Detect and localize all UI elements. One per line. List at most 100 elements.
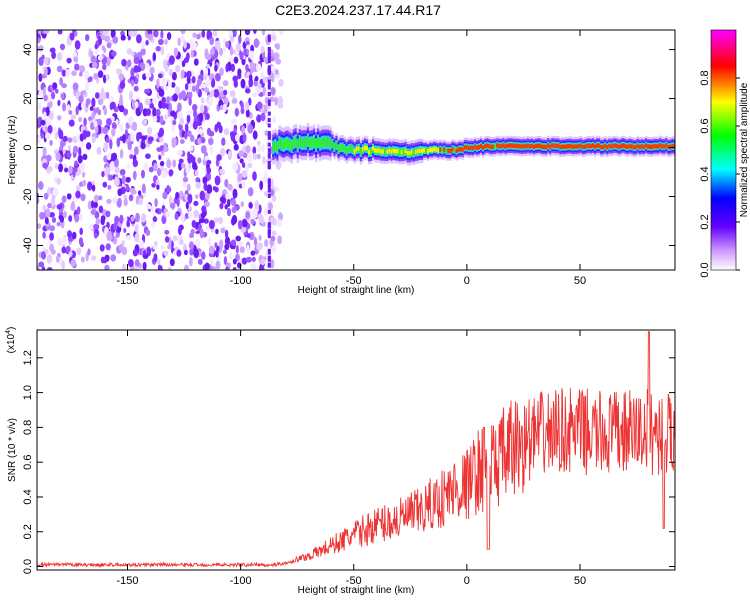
- noise-speck: [119, 214, 124, 224]
- signal-core: [642, 144, 646, 150]
- noise-speck: [240, 107, 245, 115]
- noise-speck: [147, 33, 154, 41]
- noise-speck: [262, 76, 268, 84]
- noise-speck: [135, 66, 142, 73]
- noise-speck: [262, 155, 266, 165]
- noise-speck: [214, 175, 221, 186]
- signal-core: [626, 144, 629, 150]
- noise-speck: [200, 137, 206, 144]
- noise-speck: [118, 243, 124, 252]
- top-y-tick-label: 0: [22, 144, 34, 150]
- noise-speck: [41, 251, 47, 260]
- noise-speck: [46, 267, 53, 270]
- signal-core: [400, 149, 403, 155]
- noise-speck: [71, 70, 77, 77]
- noise-speck: [157, 168, 162, 176]
- signal-core: [486, 143, 489, 148]
- noise-speck: [57, 115, 62, 121]
- noise-speck: [37, 37, 41, 44]
- noise-speck: [62, 135, 68, 142]
- signal-core: [420, 148, 424, 154]
- noise-speck: [260, 46, 265, 53]
- noise-speck: [226, 207, 232, 217]
- signal-core: [455, 148, 458, 153]
- noise-speck: [89, 106, 94, 112]
- signal-core: [565, 144, 568, 149]
- noise-speck: [271, 34, 277, 41]
- noise-speck: [164, 114, 168, 120]
- signal-core: [471, 146, 474, 151]
- noise-speck: [271, 193, 277, 202]
- noise-speck: [37, 196, 40, 205]
- noise-speck: [103, 142, 109, 152]
- noise-speck: [149, 66, 155, 74]
- noise-speck: [270, 208, 274, 216]
- noise-speck: [93, 120, 98, 128]
- noise-speck: [216, 154, 222, 161]
- noise-speck: [152, 244, 158, 250]
- noise-speck: [206, 184, 213, 194]
- signal-core: [663, 144, 666, 149]
- noise-speck: [162, 191, 168, 200]
- noise-speck: [76, 206, 81, 215]
- signal-band: [345, 147, 348, 155]
- noise-speck: [267, 118, 271, 122]
- signal-band: [335, 141, 338, 149]
- noise-speck: [93, 223, 100, 231]
- noise-speck: [218, 216, 224, 225]
- noise-speck: [91, 184, 96, 192]
- signal-core: [368, 150, 371, 155]
- signal-core: [382, 149, 385, 154]
- bottom-y-scale-label: (x104): [5, 327, 17, 354]
- signal-core: [433, 146, 436, 152]
- signal-core: [610, 144, 613, 149]
- noise-speck: [93, 201, 99, 209]
- noise-speck: [154, 198, 158, 208]
- noise-speck: [38, 56, 44, 66]
- noise-speck: [259, 216, 265, 224]
- noise-speck: [240, 101, 244, 110]
- signal-core: [353, 149, 356, 154]
- noise-speck: [180, 35, 186, 43]
- noise-speck: [229, 252, 233, 261]
- noise-speck: [206, 159, 212, 165]
- noise-speck: [42, 87, 47, 97]
- noise-speck: [210, 89, 215, 97]
- signal-band: [398, 148, 401, 156]
- noise-speck: [39, 211, 45, 220]
- noise-speck: [138, 197, 143, 206]
- signal-band: [425, 147, 428, 153]
- noise-speck: [275, 58, 282, 65]
- noise-speck: [166, 96, 171, 105]
- noise-speck: [214, 40, 221, 50]
- noise-speck: [94, 43, 99, 50]
- noise-speck: [82, 153, 88, 161]
- noise-speck: [195, 181, 201, 189]
- noise-speck: [234, 107, 239, 117]
- noise-speck: [111, 153, 116, 162]
- noise-speck: [173, 47, 178, 57]
- signal-core: [671, 143, 674, 149]
- noise-speck: [270, 86, 276, 96]
- noise-speck: [141, 183, 146, 194]
- noise-speck: [159, 115, 164, 125]
- noise-speck: [149, 103, 155, 109]
- noise-speck: [128, 90, 133, 101]
- noise-speck: [155, 108, 161, 117]
- signal-core: [376, 148, 379, 153]
- noise-speck: [195, 177, 200, 183]
- noise-speck: [215, 228, 219, 235]
- noise-speck: [68, 119, 75, 127]
- noise-speck: [105, 243, 111, 251]
- noise-speck: [45, 154, 52, 162]
- noise-speck: [267, 228, 271, 233]
- signal-core: [484, 144, 487, 149]
- noise-speck: [245, 211, 251, 219]
- noise-speck: [38, 261, 45, 268]
- noise-speck: [274, 69, 279, 75]
- noise-speck: [108, 96, 114, 103]
- noise-speck: [118, 73, 125, 81]
- noise-speck: [145, 153, 151, 159]
- noise-speck: [219, 168, 225, 175]
- noise-speck: [97, 55, 103, 61]
